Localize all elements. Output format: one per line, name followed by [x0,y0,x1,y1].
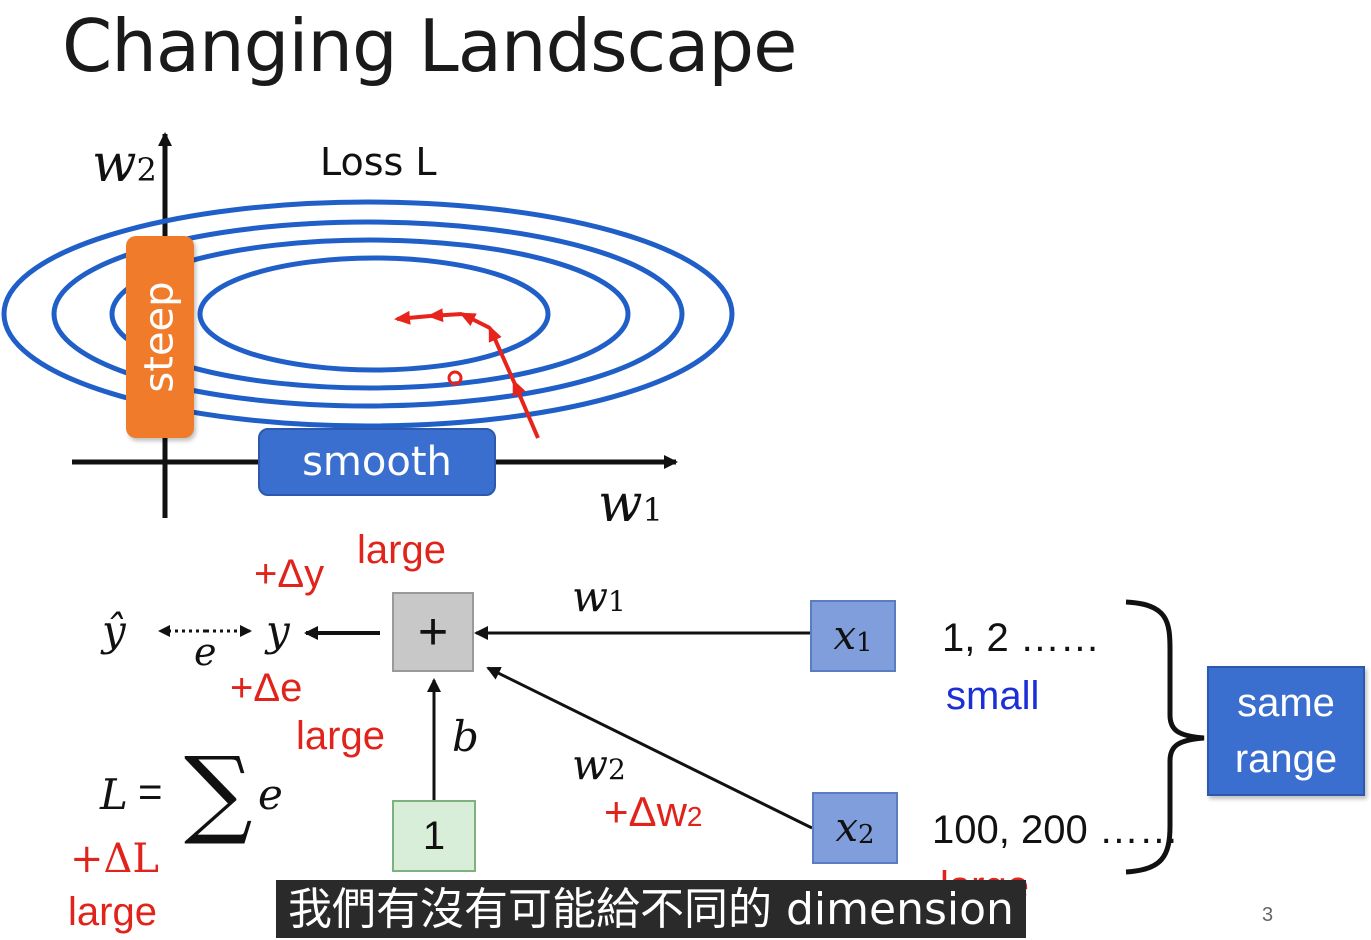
bias-label: b [452,712,479,761]
error-label: e [194,630,217,674]
loss-eq-sum: ∑ [184,736,253,848]
x1-size-label: small [946,674,1040,718]
gradient-path [394,308,540,439]
delta-L-label: +ΔL [70,836,159,882]
steep-box: steep [126,236,194,438]
w1-weight-label: w1 [572,572,626,621]
yhat-label: ŷ [102,606,126,655]
delta-y-label: +Δy [254,552,325,596]
same-range-brace [1125,599,1205,875]
w2-axis-label: w2 [92,134,157,194]
video-subtitle: 我們有沒有可能給不同的 dimension [276,880,1026,938]
delta-e-label: +Δe [230,666,303,710]
sum-node: + [392,592,474,672]
large-top-label: large [357,528,446,572]
y-label: y [266,606,290,655]
loss-contours [1,199,735,429]
large-mid-label: large [296,714,385,758]
x2-to-sum-arrow [486,666,813,830]
w2-weight-label: w2 [572,740,626,789]
w1-axis-label: w1 [598,474,663,534]
x1-values: 1, 2 …… [942,616,1100,660]
x2-values: 100, 200 …… [932,808,1179,852]
smooth-box: smooth [258,428,496,496]
same-range-line1: same [1237,681,1335,725]
steep-label: steep [137,281,184,393]
loss-label: Loss L [320,140,437,184]
large-bottom-label: large [68,890,157,934]
same-range-line2: range [1234,737,1338,781]
page-number: 3 [1262,904,1274,926]
loss-eq-L: L [100,770,128,819]
loss-eq-equals: = [138,768,163,815]
same-range-box: same range [1207,666,1365,796]
loss-eq-e: e [258,770,283,819]
slide-title: Changing Landscape [62,4,797,88]
delta-w2-label: +Δw2 [604,788,703,835]
cursor-dot [447,370,463,386]
bias-input-node: 1 [392,800,476,872]
